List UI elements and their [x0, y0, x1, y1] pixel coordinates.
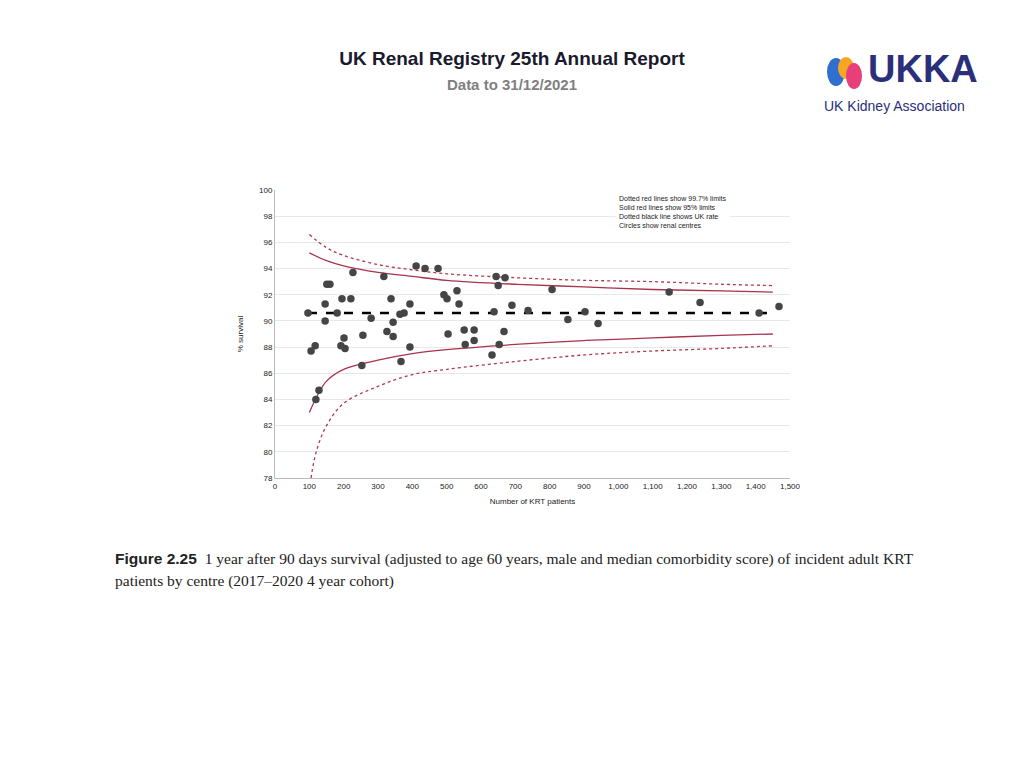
- svg-text:400: 400: [406, 482, 420, 491]
- svg-text:1,200: 1,200: [677, 482, 698, 491]
- svg-text:1,100: 1,100: [643, 482, 664, 491]
- svg-text:78: 78: [263, 474, 272, 483]
- svg-text:800: 800: [543, 482, 557, 491]
- svg-text:200: 200: [337, 482, 351, 491]
- svg-text:1,300: 1,300: [711, 482, 732, 491]
- html-text:Data to 31/12/2021: Data to 31/12/2021: [447, 76, 577, 93]
- svg-text:600: 600: [474, 482, 488, 491]
- svg-text:300: 300: [371, 482, 385, 491]
- svg-text:98: 98: [263, 212, 272, 221]
- svg-text:500: 500: [440, 482, 454, 491]
- svg-text:1,400: 1,400: [746, 482, 767, 491]
- html-text:UK Kidney Association: UK Kidney Association: [824, 98, 965, 114]
- svg-text:90: 90: [263, 317, 272, 326]
- svg-text:100: 100: [303, 482, 317, 491]
- svg-text:900: 900: [577, 482, 591, 491]
- svg-text:88: 88: [263, 343, 272, 352]
- svg-text:86: 86: [263, 369, 272, 378]
- svg-text:1,000: 1,000: [608, 482, 629, 491]
- svg-text:84: 84: [263, 395, 272, 404]
- svg-text:1,500: 1,500: [780, 482, 801, 491]
- svg-text:Dotted red lines show 99.7% li: Dotted red lines show 99.7% limitsSolid …: [619, 195, 726, 229]
- html-text:Figure 2.25 1 year after 90 da: Figure 2.25 1 year after 90 days surviva…: [115, 550, 913, 589]
- svg-text:700: 700: [509, 482, 523, 491]
- svg-text:80: 80: [263, 448, 272, 457]
- svg-text:0: 0: [273, 482, 278, 491]
- svg-text:Number of KRT patients: Number of KRT patients: [490, 497, 576, 506]
- svg-text:92: 92: [263, 291, 272, 300]
- svg-text:82: 82: [263, 421, 272, 430]
- html-text:UKKA: UKKA: [868, 48, 978, 90]
- html-text:UK Renal Registry 25th Annual: UK Renal Registry 25th Annual Report: [339, 48, 685, 69]
- svg-text:94: 94: [263, 264, 272, 273]
- svg-text:% survival: % survival: [236, 316, 245, 353]
- svg-text:100: 100: [259, 186, 273, 195]
- svg-text:96: 96: [263, 238, 272, 247]
